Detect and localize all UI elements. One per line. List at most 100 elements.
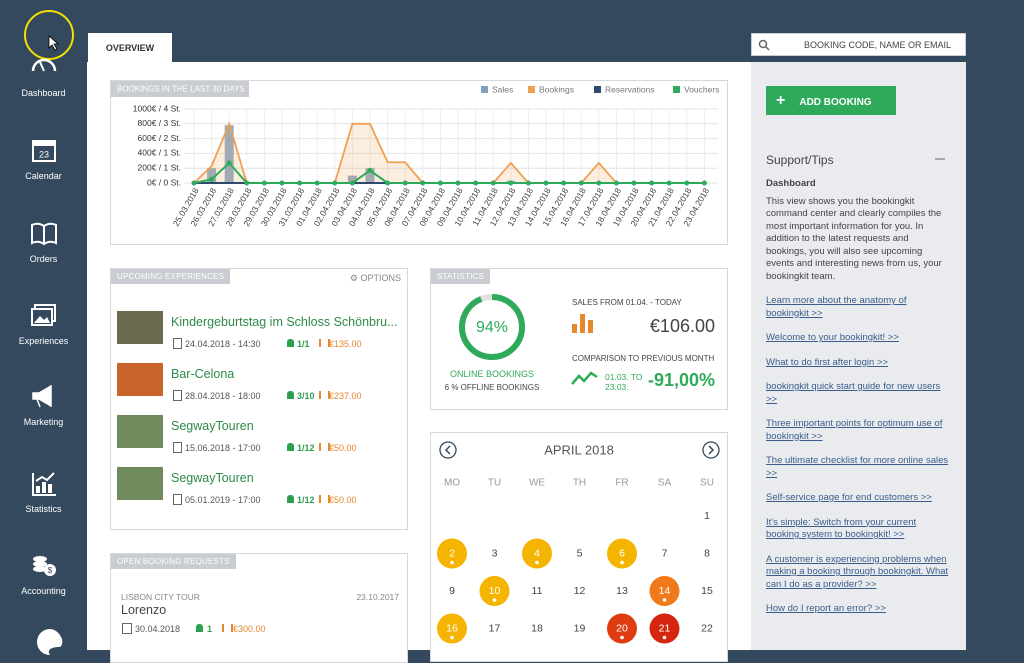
point — [508, 180, 514, 186]
calendar-day[interactable]: 12 — [574, 585, 586, 597]
calendar-panel: APRIL 2018 MO TU WE TH FR SA SU 1 2 3 4 5 6 7 8 9 10 11 12 1… — [430, 432, 728, 662]
event-dot — [450, 635, 454, 640]
bar — [365, 168, 375, 183]
date-icon — [173, 390, 182, 401]
calendar-day[interactable]: 7 — [662, 547, 668, 559]
y-tick-label: 1000€ / 4 St. — [133, 103, 181, 113]
support-link[interactable]: How do I report an error? >> — [766, 603, 886, 614]
participants: 1/1 — [297, 339, 310, 349]
weekday: TH — [573, 478, 586, 489]
nav-item[interactable]: Accounting — [21, 586, 66, 596]
calendar-day[interactable]: 2 — [449, 547, 455, 559]
calendar-day[interactable]: 19 — [574, 622, 586, 634]
request-name[interactable]: Lorenzo — [121, 603, 167, 617]
weekday: SA — [658, 478, 672, 489]
calendar-day[interactable]: 16 — [446, 622, 458, 634]
nav-item[interactable]: Marketing — [23, 417, 64, 427]
experience-title[interactable]: SegwayTouren — [171, 419, 254, 433]
legend-swatch — [673, 86, 680, 93]
experience-title[interactable]: Bar-Celona — [171, 367, 235, 381]
legend-label: Sales — [492, 84, 513, 94]
search-box[interactable]: BOOKING CODE, NAME OR EMAIL — [751, 33, 966, 56]
calendar-day[interactable]: 22 — [701, 622, 713, 634]
person-icon — [287, 443, 294, 451]
point — [525, 180, 531, 186]
request-price: €300.00 — [233, 624, 266, 634]
experience-title[interactable]: SegwayTouren — [171, 471, 254, 485]
point — [314, 180, 320, 186]
support-link[interactable]: Self-service page for end customers >> — [766, 492, 932, 503]
support-link[interactable]: Welcome to your bookingkit! >> — [766, 332, 899, 343]
thumbnail — [117, 415, 163, 448]
sales-icon — [319, 339, 330, 347]
date-icon — [173, 494, 182, 505]
event-dot — [492, 598, 497, 602]
calendar-day[interactable]: 18 — [531, 622, 543, 634]
calendar-day[interactable]: 17 — [489, 622, 501, 634]
nav-item[interactable]: Dashboard — [21, 88, 66, 98]
support-link[interactable]: A customer is experiencing problems when… — [766, 553, 949, 590]
calendar-day[interactable]: 1 — [704, 510, 710, 522]
point — [490, 180, 496, 186]
nav-item[interactable]: Statistics — [25, 504, 62, 514]
calendar-day[interactable]: 21 — [659, 622, 671, 634]
calendar-day[interactable]: 5 — [577, 547, 583, 559]
nav-item[interactable]: Experiences — [18, 336, 69, 346]
calendar-day[interactable]: 15 — [701, 585, 713, 597]
calendar-day[interactable]: 6 — [619, 547, 625, 559]
prev-month[interactable] — [439, 441, 457, 459]
support-link[interactable]: bookingkit quick start guide for new use… — [766, 381, 941, 405]
bar — [224, 125, 234, 183]
point — [543, 180, 549, 186]
calendar-day[interactable]: 4 — [534, 547, 540, 559]
point — [631, 180, 637, 186]
request-date: 30.04.2018 — [135, 624, 181, 634]
event-dot — [450, 560, 454, 565]
person-icon — [287, 495, 294, 503]
event-dot — [662, 598, 667, 602]
experience-title[interactable]: Kindergeburtstag im Schloss Schönbru... — [171, 315, 398, 329]
support-link[interactable]: Learn more about the anatomy of bookingk… — [766, 295, 907, 319]
options-button[interactable]: ⚙ OPTIONS — [349, 273, 401, 283]
nav-item[interactable]: Orders — [29, 254, 58, 264]
date-icon — [173, 442, 182, 453]
support-link[interactable]: It's simple: Switch from your current bo… — [766, 516, 917, 541]
event-day — [649, 613, 680, 644]
calendar-day[interactable]: 10 — [489, 585, 501, 597]
add-booking-button[interactable]: + ADD BOOKING — [766, 86, 896, 115]
point — [666, 180, 672, 186]
nav-icon: 23 — [29, 136, 59, 166]
calendar-day[interactable]: 3 — [492, 547, 498, 559]
y-tick-label: 400€ / 1 St. — [138, 148, 181, 158]
next-arrow — [708, 445, 715, 455]
nav-item[interactable]: Calendar — [25, 171, 62, 181]
calendar-day[interactable]: 20 — [616, 622, 628, 634]
calendar-day[interactable]: 14 — [659, 585, 671, 597]
add-booking-label: ADD BOOKING — [799, 97, 872, 108]
support-link[interactable]: What to do first after login >> — [766, 356, 888, 368]
weekday: WE — [529, 478, 545, 489]
nav-icon — [29, 469, 59, 499]
icon — [32, 472, 56, 496]
support-link[interactable]: Three important points for optimum use o… — [766, 418, 943, 442]
event-day — [479, 576, 510, 606]
calendar-day[interactable]: 9 — [449, 585, 455, 597]
event-dot — [620, 560, 624, 565]
price: €237.00 — [329, 391, 362, 401]
point — [649, 180, 655, 186]
nav-icon — [29, 301, 59, 331]
request-tour: LISBON CITY TOUR — [121, 592, 200, 602]
collapse-icon[interactable] — [935, 158, 945, 160]
next-month[interactable] — [702, 441, 720, 459]
options-label: OPTIONS — [360, 273, 401, 283]
nav-icon: $ — [29, 551, 59, 581]
chart-title: BOOKINGS IN THE LAST 30 DAYS — [117, 85, 245, 94]
tab-overview[interactable]: OVERVIEW — [88, 33, 172, 63]
calendar-day[interactable]: 13 — [616, 585, 628, 597]
calendar-day[interactable]: 11 — [532, 585, 543, 597]
calendar-day[interactable]: 8 — [704, 547, 710, 559]
thumbnail — [117, 311, 163, 344]
support-link[interactable]: The ultimate checklist for more online s… — [766, 455, 949, 479]
statistics-panel: STATISTICS 94% ONLINE BOOKINGS 6 % OFFLI… — [430, 268, 728, 410]
